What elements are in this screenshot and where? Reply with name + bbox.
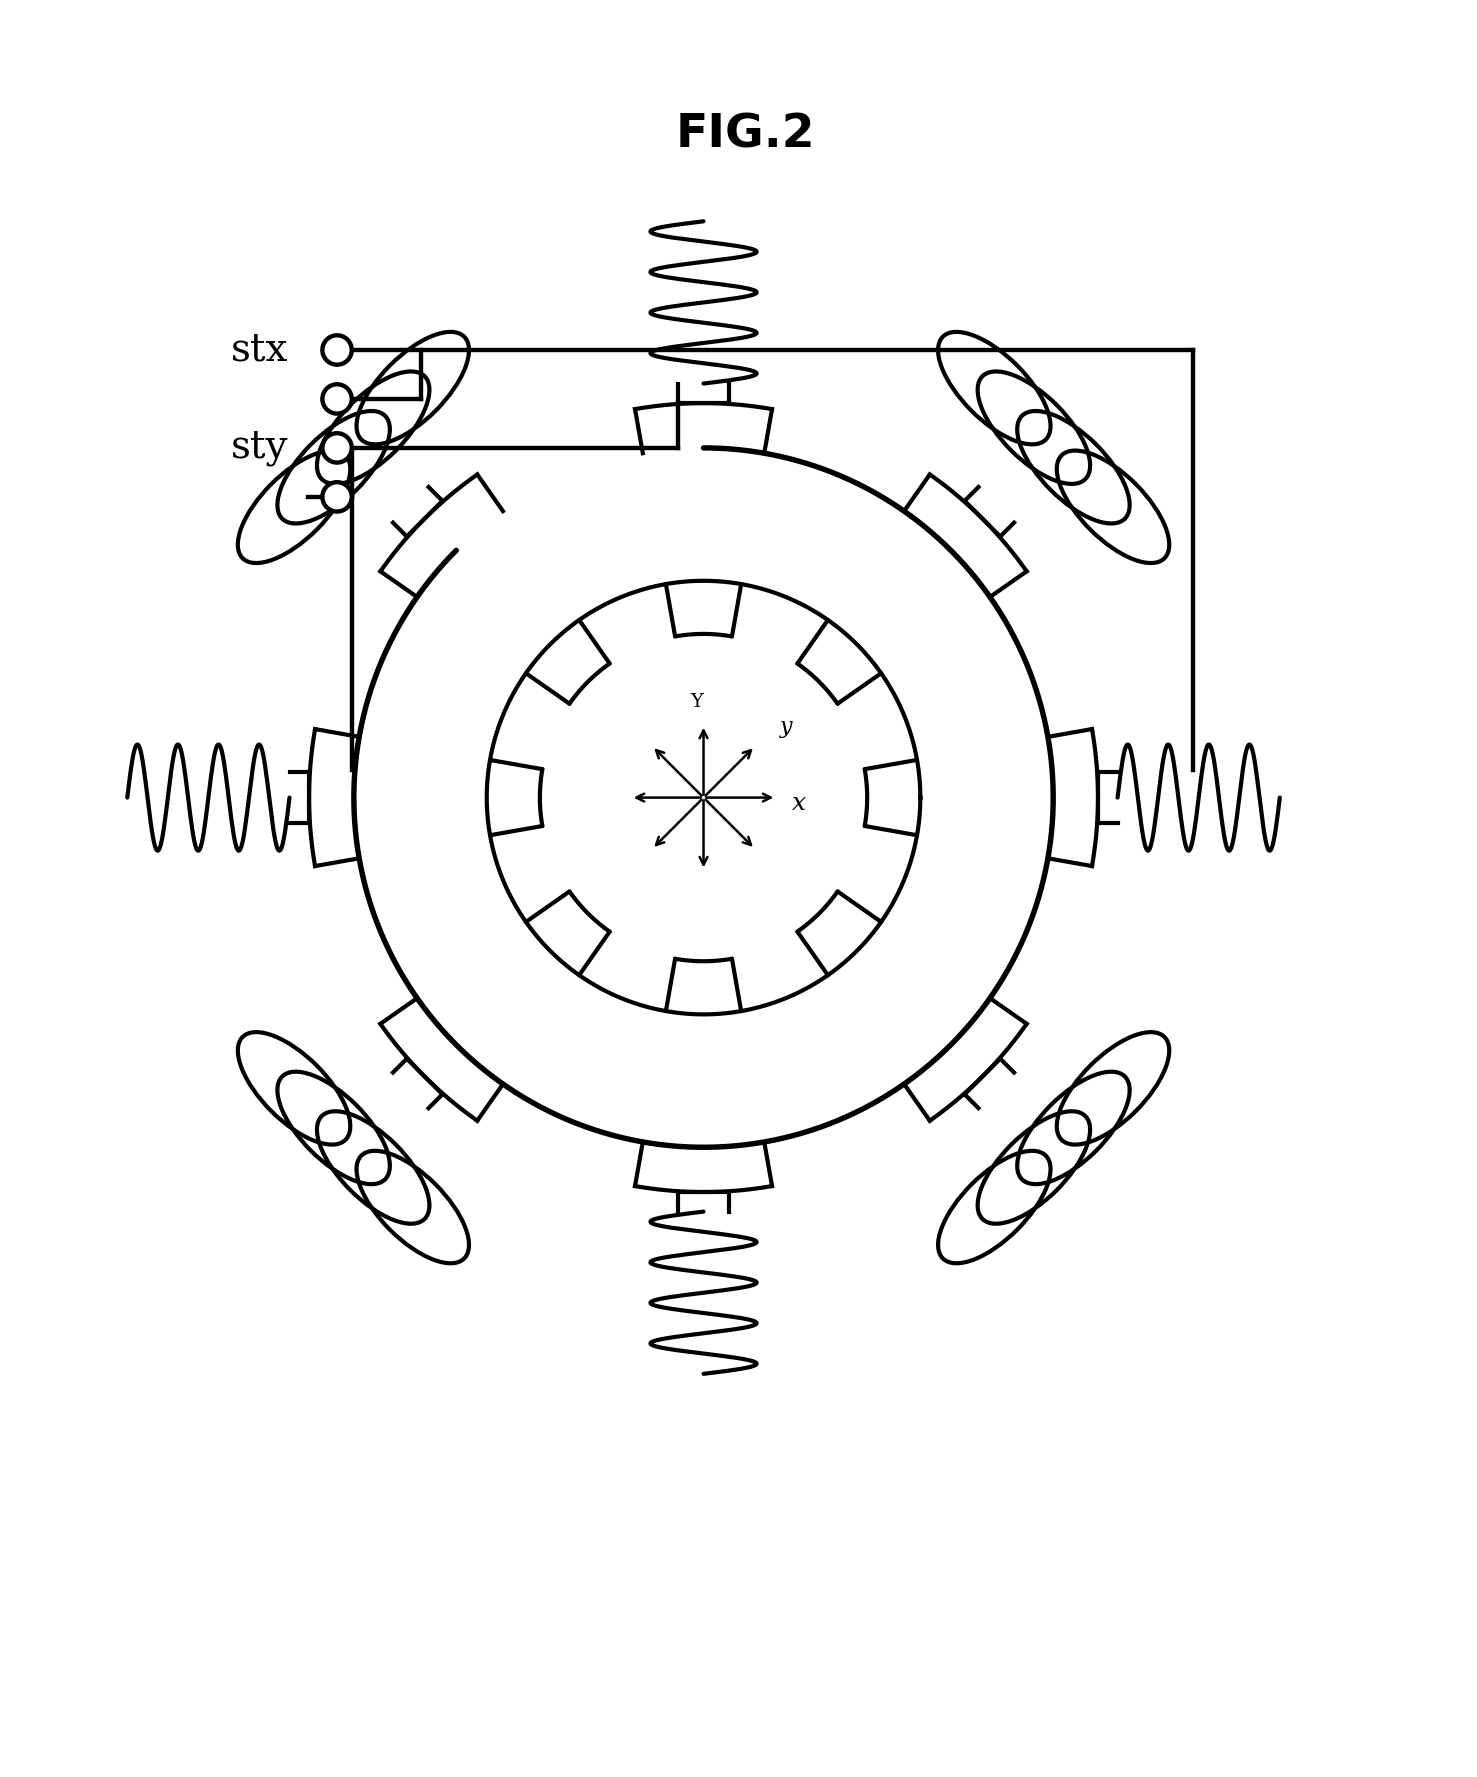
Text: Y: Y xyxy=(690,693,703,711)
Text: stx: stx xyxy=(230,332,288,368)
Text: FIG.2: FIG.2 xyxy=(675,112,815,156)
Text: sty: sty xyxy=(230,430,288,466)
Text: y: y xyxy=(780,716,792,737)
Circle shape xyxy=(322,434,352,462)
Circle shape xyxy=(322,482,352,512)
Text: x: x xyxy=(792,793,806,814)
Circle shape xyxy=(322,336,352,364)
Circle shape xyxy=(322,384,352,414)
